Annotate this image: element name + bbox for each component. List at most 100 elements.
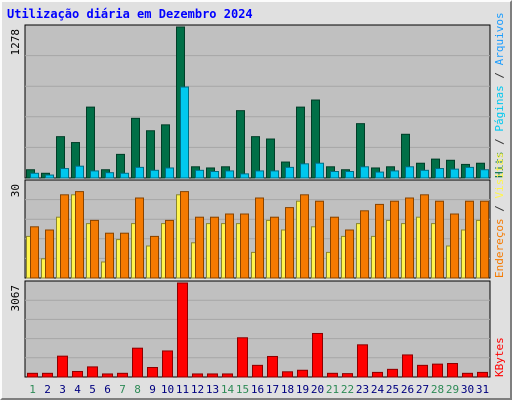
bar <box>315 162 324 179</box>
bar <box>192 373 203 378</box>
legend-entry: / <box>493 132 506 152</box>
bar <box>405 197 414 279</box>
bar <box>267 355 278 378</box>
y-max-label: 3067 <box>9 285 22 312</box>
bar <box>240 213 249 279</box>
x-tick-label: 27 <box>416 383 429 396</box>
x-tick-label: 29 <box>446 383 459 396</box>
bar <box>330 216 339 279</box>
x-tick-label: 10 <box>161 383 174 396</box>
bar <box>236 110 245 179</box>
bar <box>90 219 99 279</box>
bar <box>195 169 204 179</box>
x-tick-label: 26 <box>401 383 414 396</box>
bar <box>372 371 383 378</box>
bar <box>402 354 413 378</box>
bar <box>297 369 308 378</box>
bar <box>270 216 279 279</box>
bar <box>207 373 218 378</box>
x-tick-label: 21 <box>326 383 339 396</box>
legend-entry: Visitas <box>493 152 506 198</box>
x-tick-label: 15 <box>236 383 249 396</box>
legend-entry: / <box>493 65 506 85</box>
bar <box>105 172 114 179</box>
bar <box>465 166 474 179</box>
bar <box>417 364 428 378</box>
bar <box>45 174 54 179</box>
bar <box>375 171 384 179</box>
bar <box>180 86 189 179</box>
bar <box>240 173 249 179</box>
bar <box>75 165 84 179</box>
bar <box>312 332 323 378</box>
bar <box>117 372 128 378</box>
bar <box>480 200 489 279</box>
x-tick-label: 22 <box>341 383 354 396</box>
bar <box>150 235 159 279</box>
bar <box>60 194 69 279</box>
bar <box>222 373 233 378</box>
bar <box>120 232 129 279</box>
bar <box>195 216 204 279</box>
x-tick-label: 5 <box>89 383 96 396</box>
x-tick-label: 30 <box>461 383 474 396</box>
bar <box>86 106 95 179</box>
bar <box>282 371 293 378</box>
x-tick-label: 2 <box>44 383 51 396</box>
bar <box>420 169 429 179</box>
bar <box>27 372 38 378</box>
x-tick-label: 20 <box>311 383 324 396</box>
bar <box>432 363 443 378</box>
bar <box>72 370 83 378</box>
plot-area-bottom <box>24 280 491 378</box>
bar <box>405 166 414 179</box>
x-tick-label: 8 <box>134 383 141 396</box>
bar <box>285 207 294 279</box>
x-tick-label: 9 <box>149 383 156 396</box>
bar <box>447 363 458 378</box>
bar <box>225 213 234 279</box>
bar <box>42 372 53 378</box>
bar <box>162 350 173 378</box>
bar <box>30 226 39 279</box>
x-tick-label: 7 <box>119 383 126 396</box>
bar <box>375 203 384 279</box>
bar <box>225 170 234 179</box>
series-legend: KBytes <box>493 337 506 377</box>
chart-title: Utilização diária em Dezembro 2024 <box>7 7 253 21</box>
x-tick-label: 25 <box>386 383 399 396</box>
bar <box>147 367 158 378</box>
bar <box>135 166 144 179</box>
bar <box>450 168 459 179</box>
bar <box>45 229 54 279</box>
bar <box>165 219 174 279</box>
bar <box>57 355 68 378</box>
bar <box>252 364 263 378</box>
bar <box>462 372 473 378</box>
bar <box>465 200 474 279</box>
bar <box>60 168 69 179</box>
y-max-label: 30 <box>9 184 22 197</box>
bar <box>210 216 219 279</box>
x-tick-label: 19 <box>296 383 309 396</box>
bar <box>357 344 368 378</box>
bar <box>102 373 113 378</box>
bar <box>480 169 489 179</box>
x-tick-label: 11 <box>176 383 189 396</box>
x-tick-label: 4 <box>74 383 81 396</box>
bar <box>315 200 324 279</box>
bar <box>435 168 444 179</box>
x-tick-label: 18 <box>281 383 294 396</box>
legend-entry: Arquivos <box>493 12 506 65</box>
bar <box>255 170 264 179</box>
y-max-label: 1278 <box>9 29 22 56</box>
bar <box>477 371 488 378</box>
bar <box>450 213 459 279</box>
x-tick-label: 17 <box>266 383 279 396</box>
bar <box>360 210 369 279</box>
x-tick-label: 3 <box>59 383 66 396</box>
x-tick-label: 6 <box>104 383 111 396</box>
bar <box>75 191 84 279</box>
bar <box>150 169 159 179</box>
